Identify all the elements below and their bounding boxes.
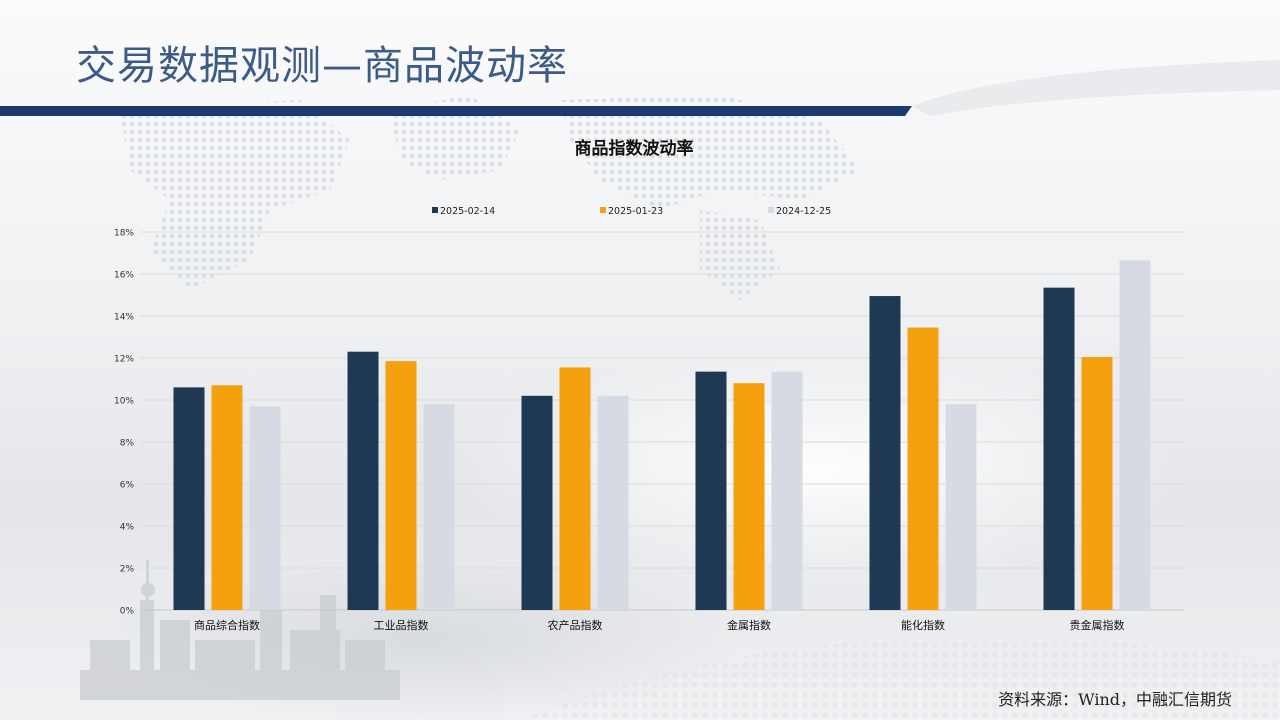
chart-bars: [173, 260, 1151, 610]
y-tick-label: 2%: [120, 565, 135, 575]
chart-legend: 2025-02-14 2025-01-23 2024-12-25: [432, 206, 831, 217]
y-tick-label: 12%: [114, 355, 134, 365]
x-tick-label: 贵金属指数: [1070, 618, 1125, 632]
x-axis: 商品综合指数 工业品指数 农产品指数 金属指数 能化指数 贵金属指数: [194, 618, 1125, 632]
source-note: 资料来源：Wind，中融汇信期货: [998, 690, 1232, 709]
chart-title: 商品指数波动率: [575, 138, 694, 159]
legend-label: 2024-12-25: [776, 206, 831, 217]
bar: [521, 395, 553, 610]
x-tick-label: 金属指数: [727, 618, 771, 632]
y-axis: 0% 2% 4% 6% 8% 10% 12% 14% 16% 18%: [114, 229, 134, 617]
bar: [1081, 356, 1113, 610]
legend-label: 2025-02-14: [440, 206, 495, 217]
legend-label: 2025-01-23: [608, 206, 663, 217]
bar: [347, 351, 379, 610]
bar: [597, 395, 629, 610]
bar: [733, 383, 765, 610]
bar: [1043, 287, 1075, 610]
bar: [559, 367, 591, 610]
bar: [869, 296, 901, 610]
x-tick-label: 能化指数: [901, 618, 945, 632]
x-tick-label: 工业品指数: [374, 618, 429, 632]
bar: [211, 385, 243, 610]
skyline-decoration: [80, 560, 400, 700]
y-tick-label: 16%: [114, 271, 134, 281]
y-tick-label: 6%: [120, 481, 135, 491]
bar: [771, 371, 803, 610]
bar: [249, 406, 281, 610]
y-tick-label: 10%: [114, 397, 134, 407]
x-tick-label: 农产品指数: [548, 618, 603, 632]
y-tick-label: 8%: [120, 439, 135, 449]
y-tick-label: 4%: [120, 523, 135, 533]
legend-swatch: [768, 207, 774, 213]
bar: [385, 361, 417, 610]
chart-gridlines: [140, 231, 1184, 611]
bar: [173, 387, 205, 610]
bar: [907, 327, 939, 610]
x-tick-label: 商品综合指数: [194, 618, 260, 632]
bar: [423, 404, 455, 610]
bar: [945, 404, 977, 610]
bar: [695, 371, 727, 610]
y-tick-label: 18%: [114, 229, 134, 239]
legend-swatch: [432, 207, 438, 213]
header-bar: [0, 106, 912, 116]
page-title: 交易数据观测—商品波动率: [76, 43, 568, 89]
legend-swatch: [600, 207, 606, 213]
y-tick-label: 14%: [114, 313, 134, 323]
y-tick-label: 0%: [120, 607, 135, 617]
bar: [1119, 260, 1151, 610]
